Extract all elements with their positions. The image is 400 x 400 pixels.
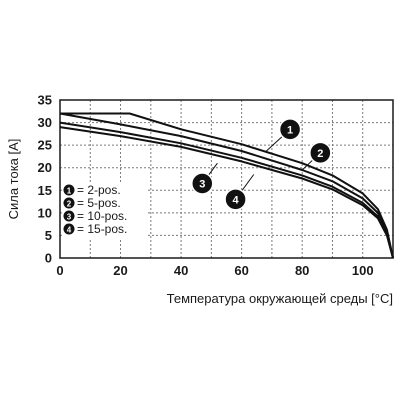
x-tick-label: 40 bbox=[174, 263, 188, 278]
legend-badge bbox=[63, 210, 75, 222]
callout-badge-number: 1 bbox=[287, 124, 293, 136]
callout-badge bbox=[224, 188, 247, 211]
legend-badge bbox=[63, 184, 75, 196]
callout-badge-number: 4 bbox=[233, 194, 240, 206]
legend-entry-label: = 2-pos. bbox=[77, 183, 121, 197]
y-axis-label: Сила тока [A] bbox=[6, 139, 21, 220]
legend-entry-label: = 15-pos. bbox=[77, 222, 127, 236]
series-line-4 bbox=[59, 126, 394, 259]
callout-badge-number: 2 bbox=[317, 148, 323, 160]
x-axis-label: Температура окружающей среды [°C] bbox=[167, 291, 393, 306]
y-tick-label: 0 bbox=[45, 251, 52, 266]
legend-badge-number: 4 bbox=[67, 226, 72, 235]
legend-entry-label: = 5-pos. bbox=[77, 196, 121, 210]
callouts: 1 2 3 4 bbox=[191, 118, 332, 211]
y-tick-label: 5 bbox=[45, 228, 52, 243]
callout-badge bbox=[191, 172, 214, 195]
y-tick-label: 10 bbox=[38, 205, 52, 220]
y-tick-label: 30 bbox=[38, 115, 52, 130]
callout-badge bbox=[278, 118, 302, 141]
legend-box bbox=[62, 182, 148, 238]
legend-entry-label: = 10-pos. bbox=[77, 209, 127, 223]
x-tick-label: 100 bbox=[352, 263, 374, 278]
legend: 1 = 2-pos. 2 = 5-pos. 3 = 10-pos. 4 = 15-pos. bbox=[62, 182, 148, 238]
y-tick-label: 15 bbox=[38, 183, 52, 198]
y-tick-label: 20 bbox=[38, 160, 52, 175]
x-tick-label: 20 bbox=[113, 263, 127, 278]
legend-badge-number: 1 bbox=[67, 187, 72, 196]
plot-frame bbox=[59, 99, 394, 259]
legend-badge-number: 3 bbox=[67, 213, 72, 222]
x-tick-label: 80 bbox=[295, 263, 309, 278]
tick-labels: 0 20 40 60 80 100 0 5 10 15 20 25 30 35 bbox=[38, 93, 374, 279]
callout-badge-number: 3 bbox=[199, 179, 205, 191]
callout-badge bbox=[309, 141, 332, 165]
axes bbox=[59, 99, 394, 259]
y-tick-label: 25 bbox=[38, 138, 52, 153]
x-tick-label: 0 bbox=[56, 263, 63, 278]
series-lines bbox=[59, 112, 394, 259]
legend-badge bbox=[63, 197, 75, 209]
series-line-1 bbox=[60, 112, 394, 259]
legend-badge bbox=[63, 223, 75, 235]
y-tick-label: 35 bbox=[38, 93, 52, 108]
legend-badge-number: 2 bbox=[67, 200, 72, 209]
x-tick-label: 60 bbox=[234, 263, 248, 278]
series-line-2 bbox=[59, 112, 394, 259]
